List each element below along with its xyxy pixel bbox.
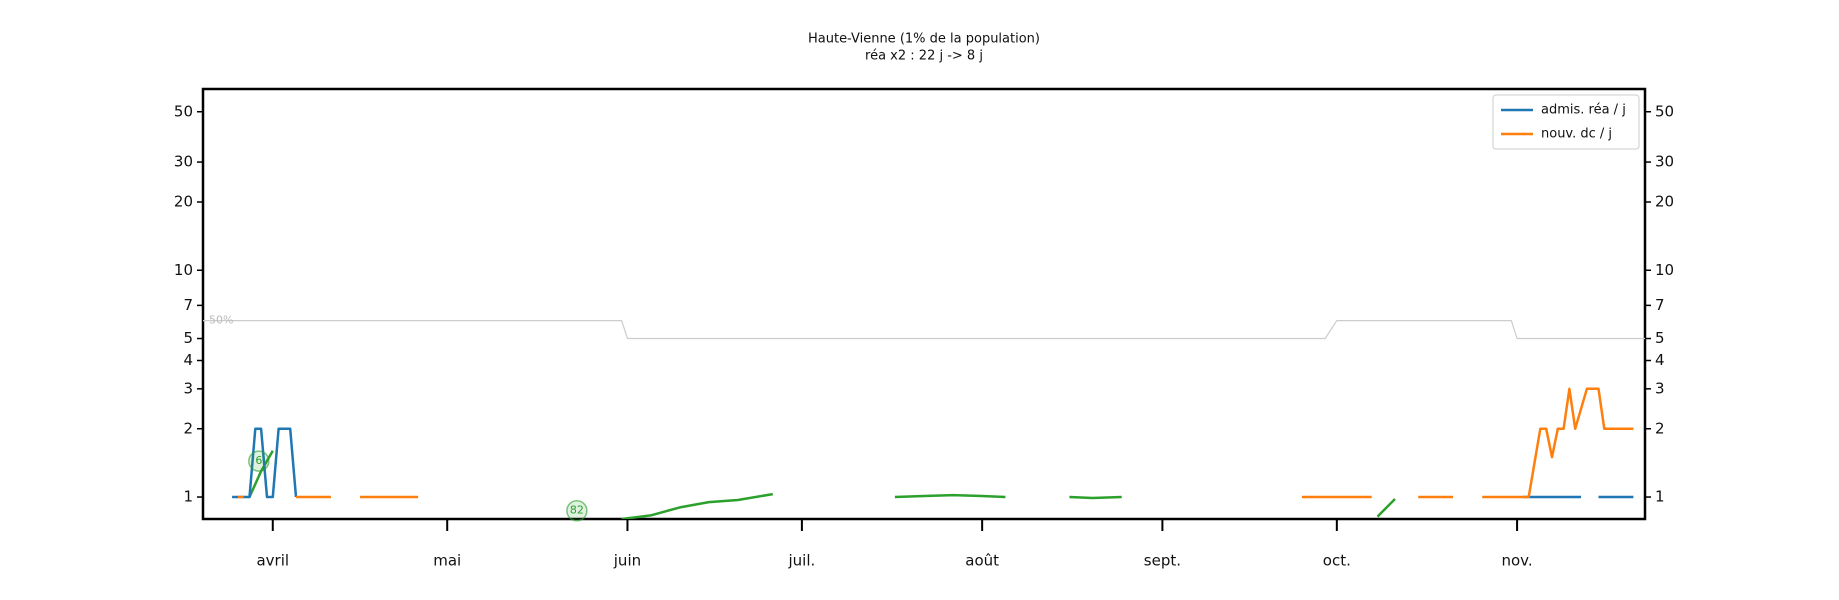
y-tick-label: 20 (174, 192, 193, 210)
y-tick-label: 30 (174, 153, 193, 171)
x-tick-label: sept. (1144, 552, 1181, 570)
x-tick-label: oct. (1323, 552, 1351, 570)
x-tick-label: juin (613, 552, 641, 570)
y-tick-label: 3 (183, 379, 193, 397)
series-line (237, 387, 1634, 499)
reference-label: 50% (209, 314, 233, 327)
x-tick-label: août (965, 552, 999, 570)
legend-box (1492, 94, 1640, 150)
plot-area (203, 320, 1645, 519)
annotation-circle (566, 499, 588, 522)
x-tick-label: mai (433, 552, 461, 570)
reference-line (203, 320, 1645, 340)
y2-tick-label: 10 (1655, 261, 1674, 279)
legend-label: admis. réa / j (1541, 103, 1626, 118)
legend-label: nouv. dc / j (1541, 127, 1612, 142)
y2-tick-label: 50 (1655, 102, 1674, 120)
y2-tick-label: 20 (1655, 192, 1674, 210)
y-tick-label: 4 (183, 351, 193, 369)
annotation-label: 82 (570, 504, 584, 517)
y2-tick-label: 2 (1655, 419, 1665, 437)
y-tick-label: 5 (183, 329, 193, 347)
y-tick-label: 50 (174, 102, 193, 120)
chart-subtitle: réa x2 : 22 j -> 8 j (865, 49, 983, 64)
chart-title: Haute-Vienne (1% de la population) (808, 32, 1040, 47)
y2-tick-label: 5 (1655, 329, 1665, 347)
x-tick-label: nov. (1501, 552, 1532, 570)
y2-tick-label: 4 (1655, 351, 1665, 369)
trend-line (248, 450, 1396, 519)
y-tick-label: 10 (174, 261, 193, 279)
annotation-circle (248, 450, 270, 472)
x-tick-label: juil. (788, 552, 816, 570)
y-tick-label: 7 (183, 296, 193, 314)
y2-tick-label: 30 (1655, 153, 1674, 171)
y2-tick-label: 1 (1655, 488, 1665, 506)
annotation-label: 6 (255, 454, 262, 467)
y2-tick-label: 3 (1655, 379, 1665, 397)
y-tick-label: 2 (183, 419, 193, 437)
x-tick-label: avril (256, 552, 289, 570)
y2-tick-label: 7 (1655, 296, 1665, 314)
plot-frame (201, 87, 1647, 521)
y-tick-label: 1 (183, 488, 193, 506)
series-line (232, 427, 1634, 499)
